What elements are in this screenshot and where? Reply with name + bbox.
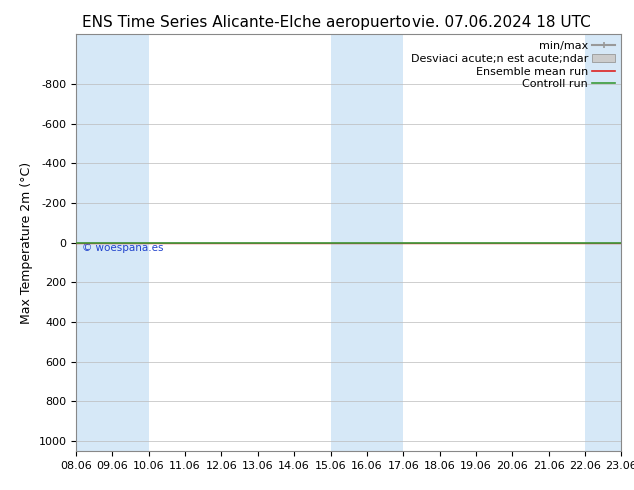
Bar <box>621 34 634 451</box>
Bar <box>367 34 403 451</box>
Bar <box>112 34 149 451</box>
Bar <box>76 34 112 451</box>
Text: vie. 07.06.2024 18 UTC: vie. 07.06.2024 18 UTC <box>412 15 591 30</box>
Text: © woespana.es: © woespana.es <box>82 243 163 252</box>
Text: ENS Time Series Alicante-Elche aeropuerto: ENS Time Series Alicante-Elche aeropuert… <box>82 15 411 30</box>
Y-axis label: Max Temperature 2m (°C): Max Temperature 2m (°C) <box>20 162 33 323</box>
Legend: min/max, Desviaci acute;n est acute;ndar, Ensemble mean run, Controll run: min/max, Desviaci acute;n est acute;ndar… <box>406 37 619 94</box>
Bar <box>585 34 621 451</box>
Bar <box>330 34 367 451</box>
